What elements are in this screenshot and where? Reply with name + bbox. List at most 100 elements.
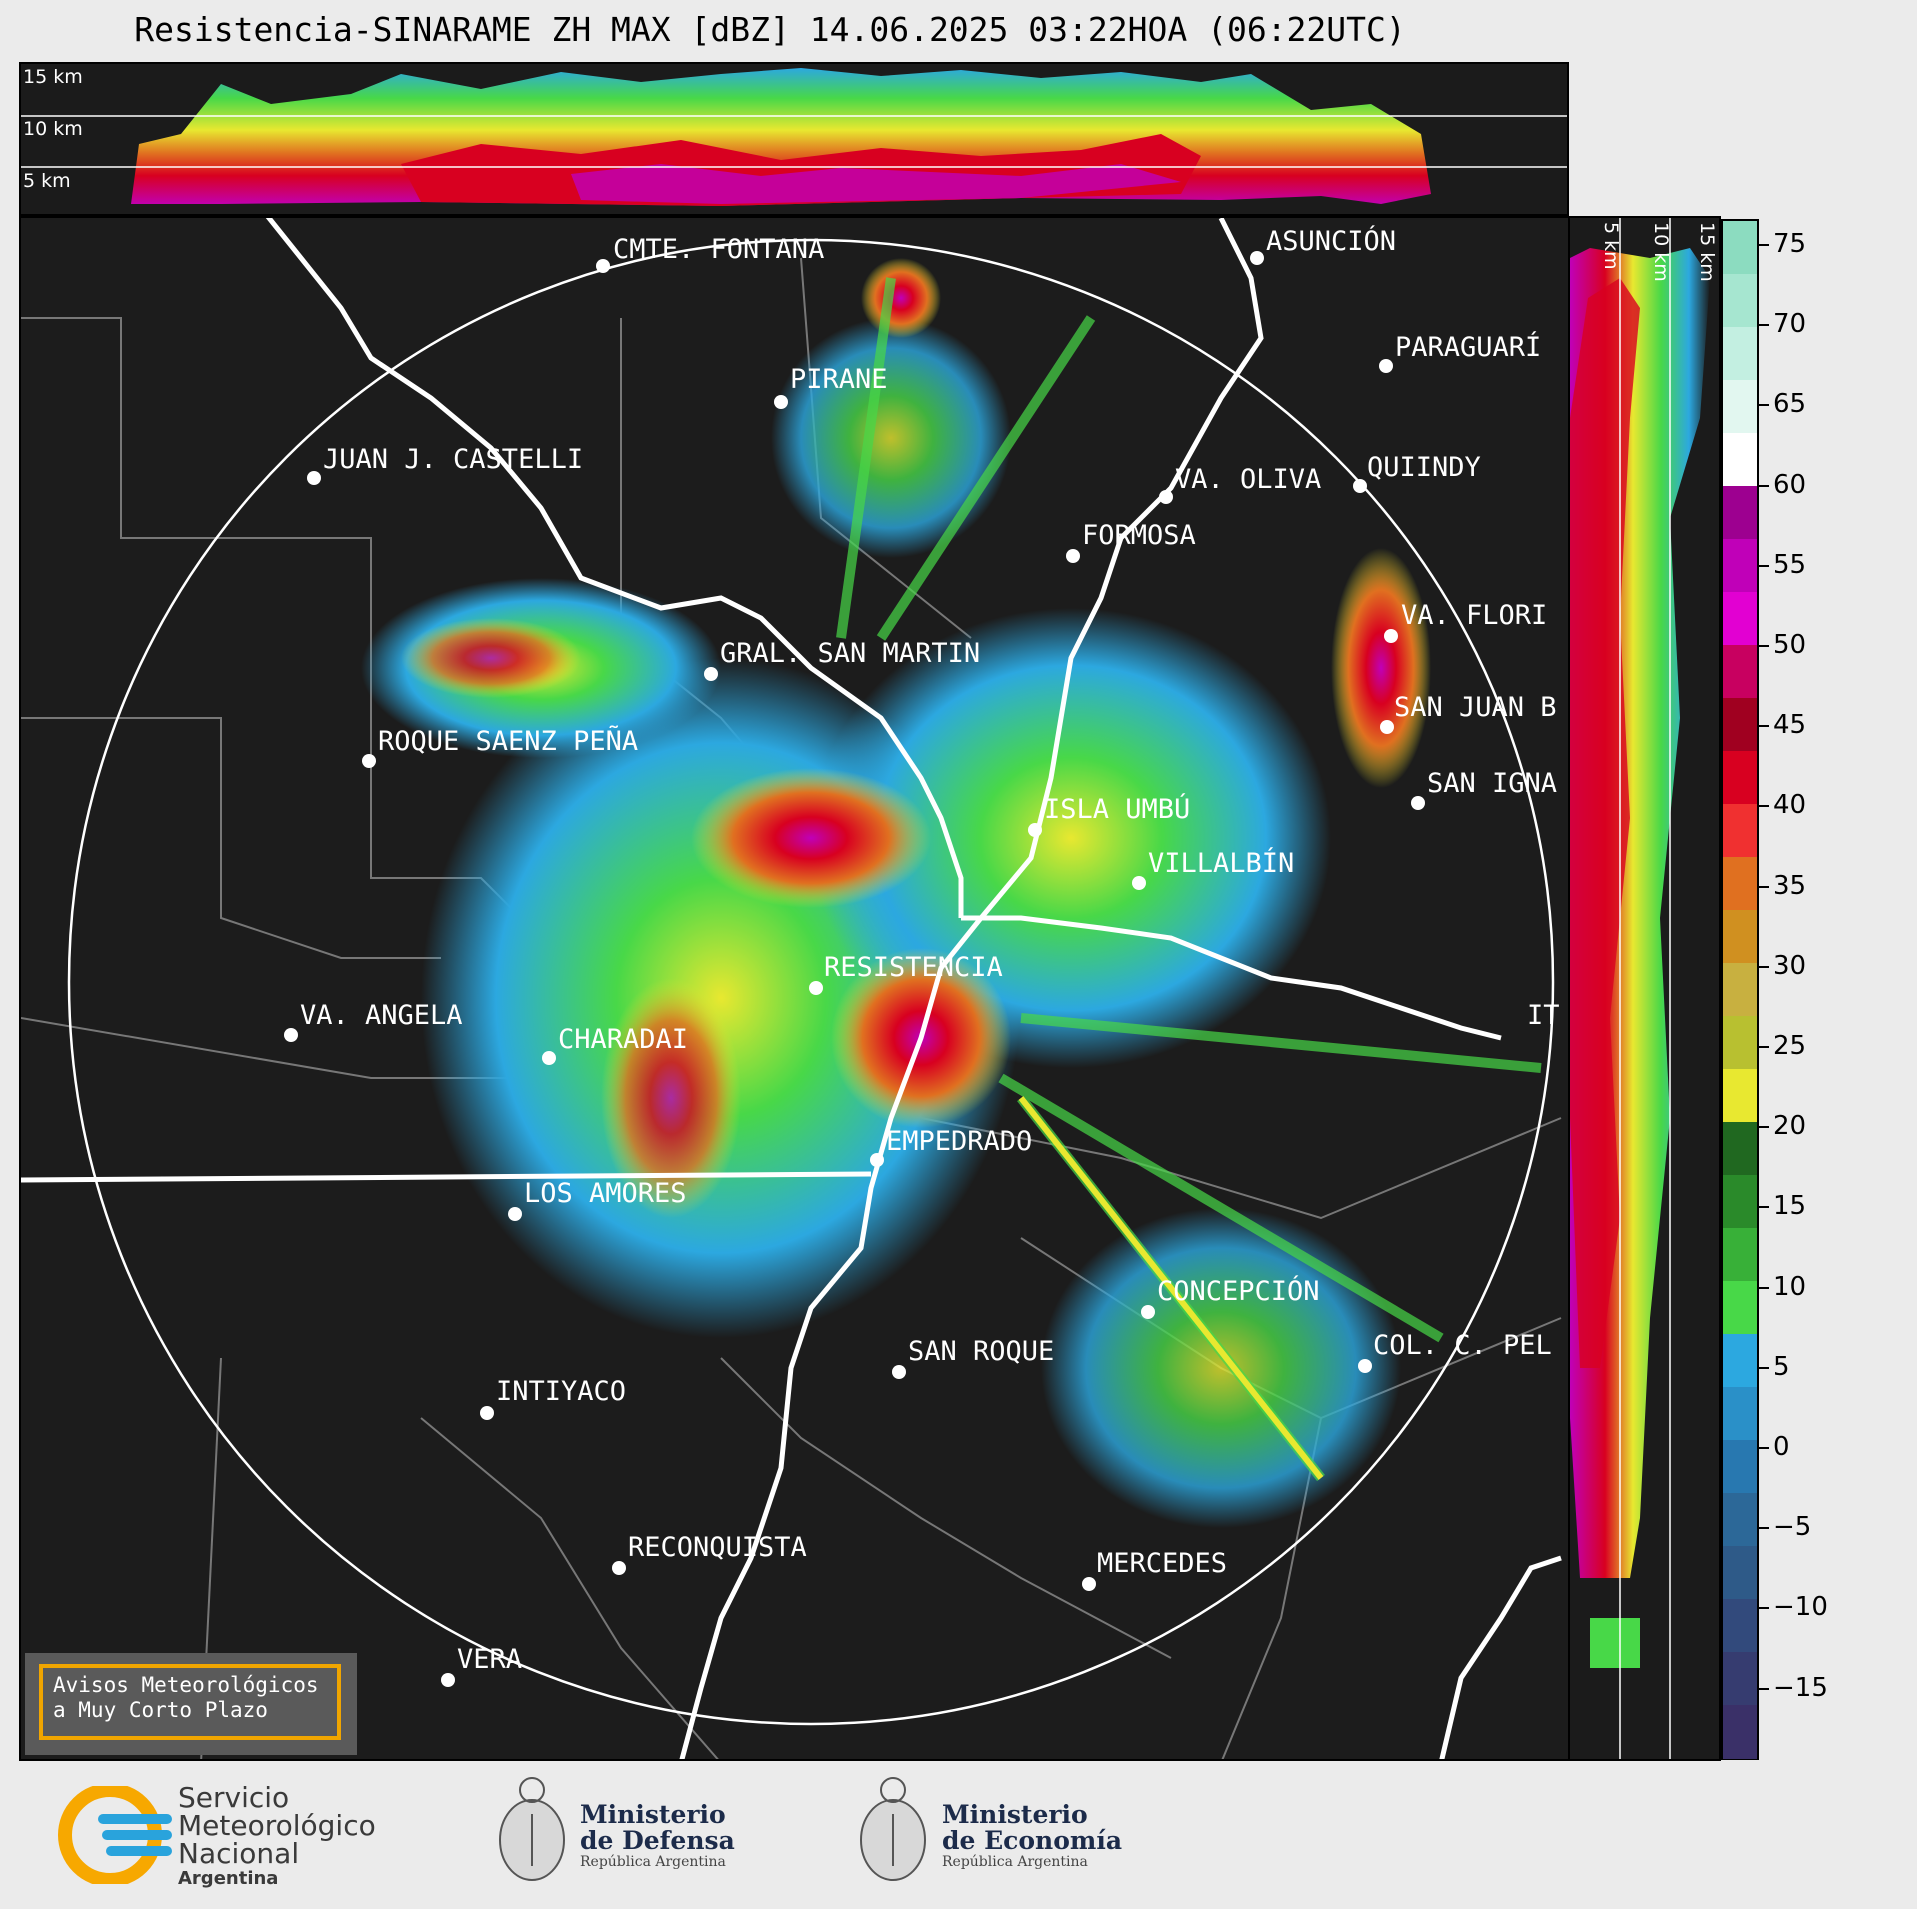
- colorbar-segment: [1723, 539, 1757, 593]
- city-label: SAN JUAN B: [1394, 692, 1557, 723]
- colorbar-tick-label: −15: [1773, 1672, 1828, 1703]
- city-label: CONCEPCIÓN: [1157, 1276, 1320, 1307]
- city-label: PIRANE: [790, 364, 888, 395]
- city-label: VA. FLORI: [1401, 600, 1548, 631]
- city-label: SAN IGNA: [1427, 768, 1558, 799]
- colorbar-segment: [1723, 592, 1757, 646]
- colorbar-segment: [1723, 1069, 1757, 1123]
- colorbar-segment: [1723, 1705, 1757, 1759]
- colorbar-tick-label: 20: [1773, 1111, 1807, 1142]
- colorbar-tick: [1759, 484, 1769, 487]
- colorbar-tick-label: 40: [1773, 790, 1807, 821]
- city-label: RECONQUISTA: [628, 1532, 807, 1563]
- top-altitude-label: 15 km: [23, 66, 83, 88]
- colorbar-tick: [1759, 1447, 1769, 1449]
- colorbar-tick: [1759, 1286, 1769, 1289]
- city-label: ISLA UMBÚ: [1044, 794, 1191, 825]
- colorbar-tick: [1759, 1046, 1769, 1048]
- city-label: GRAL. SAN MARTIN: [720, 638, 981, 669]
- dbz-colorbar: [1721, 219, 1759, 1760]
- alert-line-1: Avisos Meteorológicos: [53, 1673, 319, 1697]
- colorbar-tick-label: 75: [1773, 229, 1807, 259]
- colorbar-segment: [1723, 1175, 1757, 1229]
- colorbar-segment: [1723, 1016, 1757, 1070]
- colorbar-tick: [1759, 805, 1769, 808]
- colorbar-tick-label: 25: [1773, 1031, 1807, 1061]
- colorbar-segment: [1723, 380, 1757, 434]
- colorbar-tick: [1759, 1687, 1769, 1690]
- colorbar-tick-label: −5: [1773, 1512, 1812, 1543]
- economia-text: Ministerio de Economía República Argenti…: [942, 1800, 1123, 1871]
- defensa-seal-icon: [494, 1774, 570, 1894]
- colorbar-segment: [1723, 910, 1757, 964]
- colorbar-segment: [1723, 1228, 1757, 1282]
- colorbar-segment: [1723, 327, 1757, 381]
- city-label: SAN ROQUE: [908, 1336, 1055, 1367]
- colorbar-segment: [1723, 1652, 1757, 1706]
- colorbar-tick: [1759, 885, 1769, 888]
- colorbar-segment: [1723, 645, 1757, 699]
- city-label: FORMOSA: [1082, 520, 1196, 551]
- city-label: VILLALBÍN: [1148, 848, 1295, 879]
- smn-logo: [58, 1783, 172, 1887]
- city-label: INTIYACO: [496, 1376, 627, 1407]
- colorbar-segment: [1723, 751, 1757, 805]
- city-label: ROQUE SAENZ PEÑA: [378, 726, 639, 757]
- colorbar-tick: [1759, 404, 1769, 407]
- alert-box[interactable]: Avisos Meteorológicos a Muy Corto Plazo: [39, 1664, 341, 1740]
- colorbar-tick-label: 60: [1773, 469, 1807, 500]
- colorbar-tick: [1759, 1206, 1769, 1209]
- colorbar-tick: [1759, 244, 1769, 246]
- colorbar-tick-label: 55: [1773, 549, 1807, 580]
- side-altitude-label: 15 km: [1696, 222, 1718, 282]
- city-label: CHARADAI: [558, 1024, 689, 1055]
- colorbar-segment: [1723, 857, 1757, 911]
- colorbar-segment: [1723, 1546, 1757, 1600]
- side-altitude-label: 5 km: [1600, 222, 1622, 270]
- city-label: PARAGUARÍ: [1395, 332, 1542, 363]
- top-cross-section: 15 km 10 km 5 km: [19, 62, 1569, 216]
- colorbar-segment: [1723, 698, 1757, 752]
- city-label: VERA: [457, 1644, 523, 1675]
- colorbar-tick-label: 5: [1773, 1351, 1790, 1382]
- colorbar-tick-label: 35: [1773, 870, 1807, 901]
- city-label: VA. OLIVA: [1175, 464, 1322, 495]
- city-label: RESISTENCIA: [824, 952, 1003, 983]
- colorbar-segment: [1723, 274, 1757, 328]
- colorbar-tick-label: 65: [1773, 389, 1807, 420]
- colorbar-tick-label: 30: [1773, 950, 1807, 981]
- colorbar-tick-label: 70: [1773, 309, 1807, 340]
- colorbar-segment: [1723, 221, 1757, 275]
- top-altitude-label: 10 km: [23, 118, 83, 140]
- colorbar-segment: [1723, 1122, 1757, 1176]
- city-label: JUAN J. CASTELLI: [323, 444, 584, 475]
- city-label: ASUNCIÓN: [1266, 226, 1397, 257]
- city-label: COL. C. PEL: [1373, 1330, 1552, 1361]
- colorbar-tick: [1759, 645, 1769, 647]
- colorbar-tick: [1759, 1607, 1769, 1610]
- colorbar-tick: [1759, 725, 1769, 728]
- colorbar-tick: [1759, 1366, 1769, 1369]
- defensa-text: Ministerio de Defensa República Argentin…: [580, 1800, 735, 1871]
- colorbar-segment: [1723, 433, 1757, 487]
- colorbar-tick: [1759, 1527, 1769, 1530]
- colorbar-tick: [1759, 324, 1769, 327]
- city-label: QUIINDY: [1367, 452, 1481, 483]
- colorbar-tick-label: 45: [1773, 710, 1807, 741]
- colorbar-segment: [1723, 1281, 1757, 1335]
- colorbar-segment: [1723, 1334, 1757, 1388]
- side-cross-section: 5 km 10 km 15 km: [1570, 216, 1721, 1761]
- colorbar-segment: [1723, 1387, 1757, 1441]
- colorbar-segment: [1723, 486, 1757, 540]
- colorbar-segment: [1723, 1440, 1757, 1494]
- top-altitude-label: 5 km: [23, 170, 71, 192]
- colorbar-tick: [1759, 564, 1769, 567]
- colorbar-tick-label: 15: [1773, 1191, 1807, 1222]
- city-label: LOS AMORES: [524, 1178, 687, 1209]
- radar-map[interactable]: CMTE. FONTANA ASUNCIÓN PARAGUARÍ PIRANE …: [19, 216, 1570, 1761]
- side-altitude-label: 10 km: [1650, 222, 1672, 282]
- colorbar-tick-label: −10: [1773, 1592, 1828, 1623]
- map-title: Resistencia-SINARAME ZH MAX [dBZ] 14.06.…: [134, 10, 1406, 49]
- alert-line-2: a Muy Corto Plazo: [53, 1698, 268, 1722]
- colorbar-segment: [1723, 963, 1757, 1017]
